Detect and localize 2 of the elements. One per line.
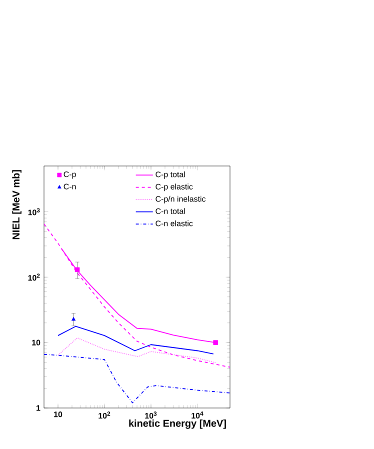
x-axis-title: kinetic Energy [MeV]	[129, 420, 226, 429]
y-axis-title: NIEL [MeV mb]	[12, 170, 22, 240]
